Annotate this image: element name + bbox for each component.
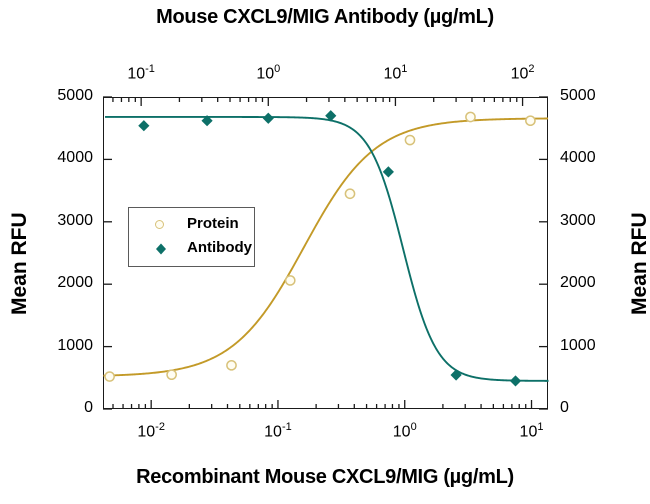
x-bottom-tick-label: 101 bbox=[519, 421, 544, 441]
y-left-tick-label: 3000 bbox=[57, 211, 93, 229]
x-bottom-tick-label: 100 bbox=[392, 421, 417, 441]
chart-legend: Protein Antibody bbox=[128, 207, 255, 267]
legend-label-antibody: Antibody bbox=[187, 239, 252, 256]
legend-label-protein: Protein bbox=[187, 215, 239, 232]
x-top-tick-label: 101 bbox=[383, 63, 408, 83]
y-right-tick-label: 4000 bbox=[560, 149, 596, 167]
y-left-tick-label: 4000 bbox=[57, 149, 93, 167]
y-right-tick-label: 0 bbox=[560, 399, 569, 416]
right-y-axis-title: Mean RFU bbox=[628, 212, 650, 315]
x-bottom-tick-label: 10-1 bbox=[264, 421, 292, 441]
y-right-tick-label: 5000 bbox=[560, 87, 596, 104]
open-circle-icon bbox=[153, 217, 169, 233]
filled-diamond-icon bbox=[153, 241, 169, 257]
x-bottom-tick-label: 10-2 bbox=[137, 421, 165, 441]
y-right-tick-label: 2000 bbox=[560, 274, 596, 292]
left-y-axis-title: Mean RFU bbox=[8, 212, 31, 315]
y-left-tick-label: 1000 bbox=[57, 336, 93, 354]
x-top-tick-label: 102 bbox=[510, 63, 535, 83]
y-left-tick-label: 2000 bbox=[57, 274, 93, 292]
top-axis-title: Mouse CXCL9/MIG Antibody (µg/mL) bbox=[156, 6, 494, 28]
bottom-axis-title: Recombinant Mouse CXCL9/MIG (µg/mL) bbox=[136, 466, 514, 488]
legend-item-protein: Protein bbox=[129, 213, 256, 237]
x-top-tick-label: 100 bbox=[256, 63, 281, 83]
x-top-tick-label: 10-1 bbox=[127, 63, 155, 83]
y-left-tick-label: 5000 bbox=[57, 87, 93, 104]
y-left-tick-label: 0 bbox=[84, 399, 93, 416]
y-right-tick-label: 1000 bbox=[560, 336, 596, 354]
legend-item-antibody: Antibody bbox=[129, 237, 256, 261]
y-right-tick-label: 3000 bbox=[560, 211, 596, 229]
